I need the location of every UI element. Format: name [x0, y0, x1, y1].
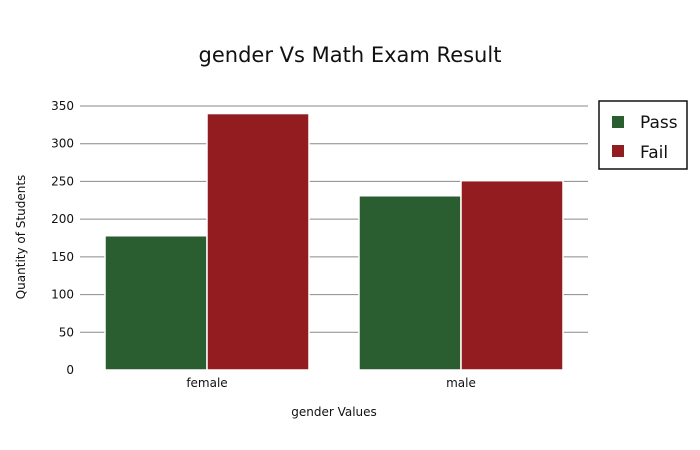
y-axis-ticks: 0 50 100 150 200 250 300 350: [51, 99, 74, 377]
bar-male-fail: [460, 179, 564, 371]
legend: Pass Fail: [598, 100, 688, 170]
bar-male-pass: [358, 195, 462, 371]
chart-title: gender Vs Math Exam Result: [199, 43, 502, 67]
x-axis-label: gender Values: [291, 405, 377, 419]
legend-label-fail: Fail: [640, 143, 668, 163]
legend-swatch-pass: [612, 116, 624, 128]
bars: [104, 112, 564, 371]
bar-female-fail: [206, 112, 310, 371]
x-tick-label-female: female: [186, 376, 227, 390]
legend-box: [598, 100, 688, 170]
bar-female-pass: [104, 234, 208, 371]
x-axis-ticks: female male: [186, 376, 476, 390]
y-axis-label: Quantity of Students: [14, 175, 28, 300]
y-tick-label: 350: [51, 99, 74, 113]
y-tick-label: 200: [51, 212, 74, 226]
legend-label-pass: Pass: [640, 113, 678, 133]
legend-swatch-fail: [612, 145, 624, 157]
y-tick-label: 150: [51, 250, 74, 264]
x-tick-label-male: male: [446, 376, 476, 390]
y-tick-label: 300: [51, 137, 74, 151]
y-tick-label: 100: [51, 288, 74, 302]
y-tick-label: 250: [51, 174, 74, 188]
y-tick-label: 50: [59, 325, 74, 339]
y-tick-label: 0: [66, 363, 74, 377]
